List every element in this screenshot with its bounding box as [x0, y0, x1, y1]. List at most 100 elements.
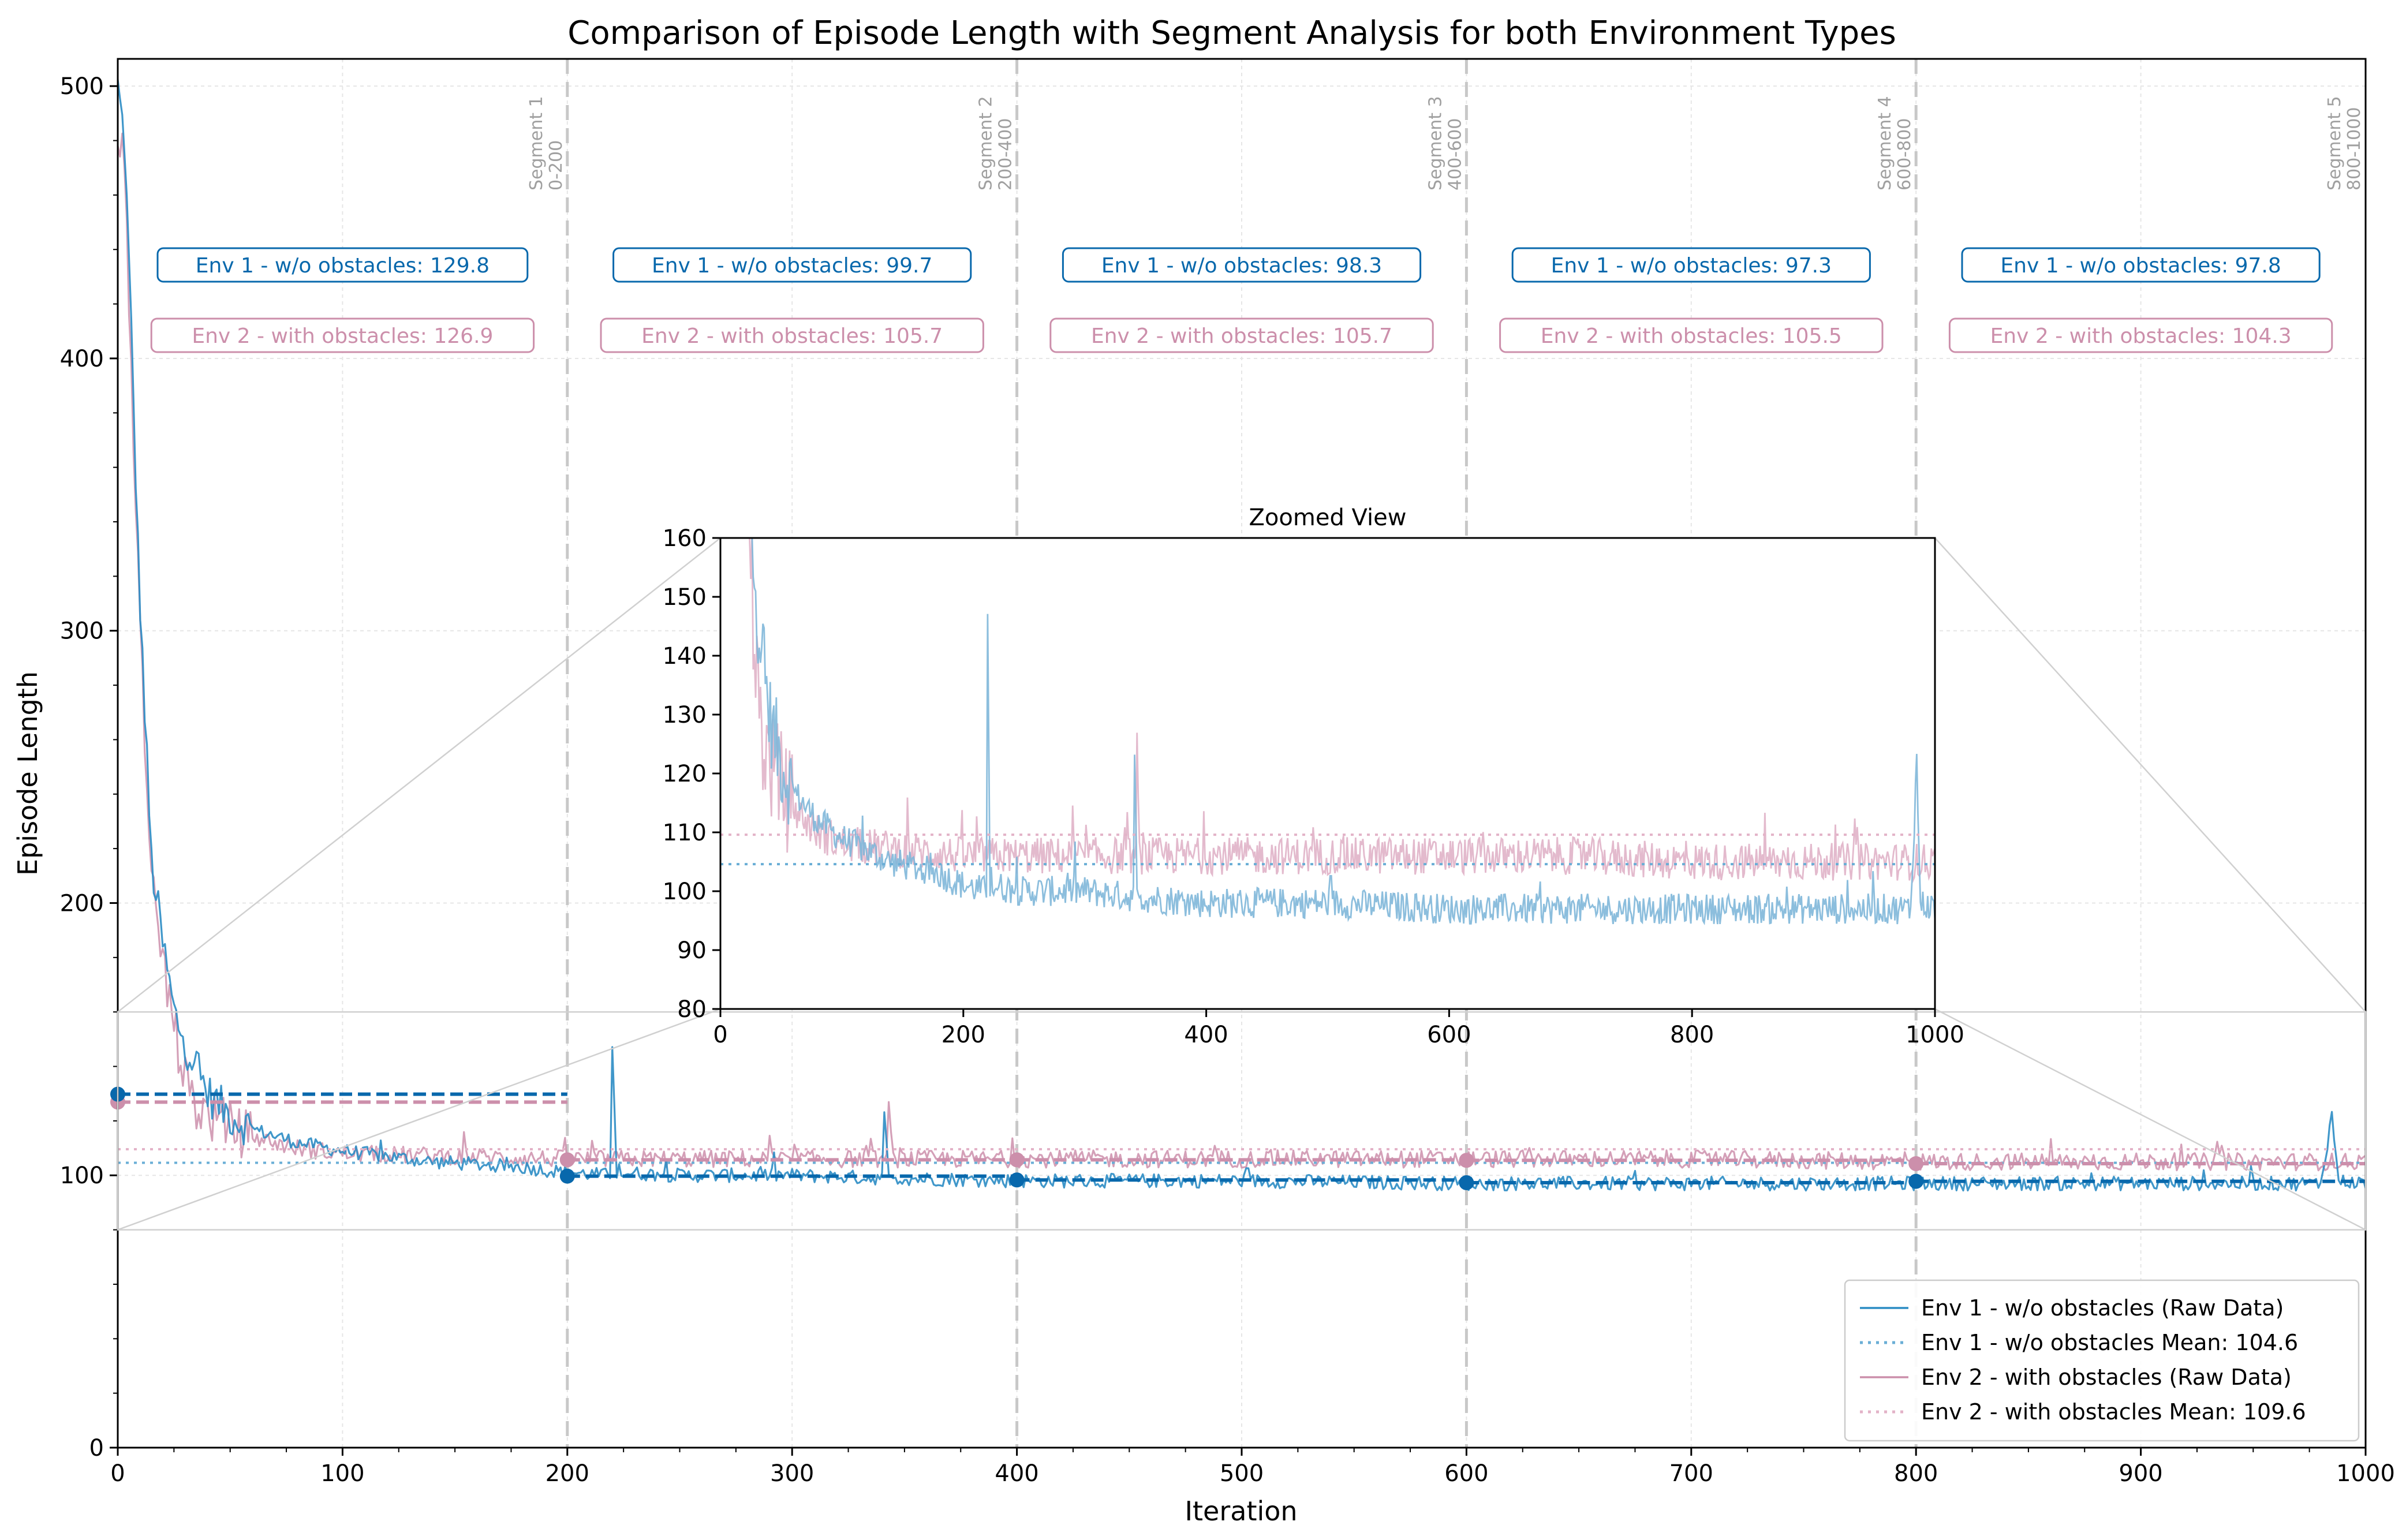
segment-mean-marker-env1 — [1459, 1175, 1474, 1190]
annotation-text: Env 1 - w/o obstacles: 98.3 — [1101, 254, 1382, 278]
inset-x-tick-label: 1000 — [1906, 1022, 1964, 1048]
y-tick-label: 0 — [89, 1435, 104, 1461]
legend-label: Env 1 - w/o obstacles Mean: 104.6 — [1921, 1330, 2298, 1355]
inset-y-tick-label: 100 — [663, 879, 707, 905]
inset-y-tick-label: 120 — [663, 761, 707, 787]
annotation-text: Env 1 - w/o obstacles: 129.8 — [196, 254, 490, 278]
legend-label: Env 2 - with obstacles Mean: 109.6 — [1921, 1399, 2306, 1425]
segment-annotation-env2: Env 2 - with obstacles: 105.5 — [1499, 317, 1884, 353]
segment-range: 400-600 — [1445, 118, 1465, 190]
segment-label: Segment 1 0-200 — [526, 96, 566, 190]
inset-series-env1 — [751, 538, 1935, 926]
x-tick-label: 100 — [320, 1460, 364, 1487]
legend-item: Env 2 - with obstacles Mean: 109.6 — [1860, 1399, 2306, 1425]
annotation-text: Env 2 - with obstacles: 105.7 — [641, 324, 943, 348]
inset-background — [720, 538, 1935, 1009]
series-line-env1 — [117, 79, 2367, 1192]
x-tick-label: 0 — [110, 1460, 125, 1487]
inset-title: Zoomed View — [1249, 504, 1407, 531]
annotation-box — [600, 317, 984, 353]
segment-annotation-env1: Env 1 - w/o obstacles: 129.8 — [156, 247, 529, 283]
inset-x-tick-label: 600 — [1427, 1022, 1471, 1048]
inset-x-tick-label: 800 — [1670, 1022, 1714, 1048]
segment-label: Segment 5 800-1000 — [2325, 96, 2364, 190]
y-tick-label: 100 — [60, 1163, 104, 1189]
annotation-box — [1511, 247, 1871, 283]
segment-annotation-env2: Env 2 - with obstacles: 126.9 — [150, 317, 535, 353]
segment-label: Segment 2 200-400 — [976, 96, 1016, 190]
segment-annotation-env1: Env 1 - w/o obstacles: 99.7 — [612, 247, 972, 283]
annotation-box — [1948, 317, 2333, 353]
segment-range: 600-800 — [1895, 118, 1915, 190]
annotation-text: Env 1 - w/o obstacles: 97.8 — [2000, 254, 2281, 278]
segment-mean-marker-env2 — [559, 1152, 575, 1168]
inset-y-tick-label: 150 — [663, 584, 707, 611]
segment-mean-marker-env1 — [559, 1168, 575, 1184]
annotation-text: Env 2 - with obstacles: 104.3 — [1990, 324, 2292, 348]
y-tick-label: 300 — [60, 618, 104, 645]
segment-mean-marker-env2 — [1009, 1152, 1025, 1168]
inset-x-tick-label: 200 — [942, 1022, 985, 1048]
zoom-connector — [1934, 1008, 2366, 1231]
inset-y-tick-label: 80 — [677, 996, 707, 1023]
x-tick-label: 800 — [1894, 1460, 1938, 1487]
segment-name: Segment 1 — [526, 96, 547, 190]
inset-y-tick-label: 110 — [663, 820, 707, 846]
inset-y-tick-label: 90 — [677, 937, 707, 964]
annotation-text: Env 1 - w/o obstacles: 97.3 — [1551, 254, 1832, 278]
legend-item: Env 1 - w/o obstacles Mean: 104.6 — [1860, 1330, 2298, 1355]
legend-label: Env 2 - with obstacles (Raw Data) — [1921, 1365, 2292, 1390]
segment-range: 800-1000 — [2344, 107, 2364, 190]
segment-annotation-env1: Env 1 - w/o obstacles: 97.3 — [1511, 247, 1871, 283]
x-tick-label: 1000 — [2336, 1460, 2395, 1487]
segment-mean-marker-env1 — [1908, 1173, 1924, 1189]
zoom-connector — [117, 537, 721, 1013]
inset-x-tick-label: 0 — [713, 1022, 727, 1048]
annotation-box — [1062, 247, 1422, 283]
segment-name: Segment 3 — [1425, 96, 1445, 190]
zoom-connector — [1934, 537, 2366, 1013]
chart-title: Comparison of Episode Length with Segmen… — [567, 14, 1896, 52]
segment-mean-marker-env2 — [1908, 1156, 1924, 1171]
segment-annotation-env1: Env 1 - w/o obstacles: 97.8 — [1961, 247, 2321, 283]
annotation-box — [1961, 247, 2321, 283]
inset-y-tick-label: 140 — [663, 643, 707, 670]
segment-name: Segment 2 — [976, 96, 996, 190]
annotation-box — [1049, 317, 1434, 353]
segment-mean-marker-env1 — [1009, 1172, 1025, 1188]
segment-name: Segment 5 — [2325, 96, 2345, 190]
zoom-region — [117, 1011, 2367, 1231]
zoom-connector — [117, 1008, 721, 1231]
inset-x-tick-label: 400 — [1184, 1022, 1228, 1048]
annotation-text: Env 2 - with obstacles: 126.9 — [192, 324, 493, 348]
y-tick-label: 200 — [60, 890, 104, 917]
segment-label: Segment 3 400-600 — [1425, 96, 1465, 190]
annotation-box — [1499, 317, 1884, 353]
annotation-text: Env 1 - w/o obstacles: 99.7 — [652, 254, 932, 278]
segment-range: 200-400 — [996, 118, 1016, 190]
segment-range: 0-200 — [546, 140, 566, 190]
series-line-env2 — [117, 132, 2366, 1172]
legend-item: Env 2 - with obstacles (Raw Data) — [1860, 1365, 2292, 1390]
segment-annotation-env1: Env 1 - w/o obstacles: 98.3 — [1062, 247, 1422, 283]
annotation-box — [612, 247, 972, 283]
x-axis-label: Iteration — [1185, 1496, 1297, 1527]
annotation-box — [156, 247, 529, 283]
legend-label: Env 1 - w/o obstacles (Raw Data) — [1921, 1295, 2284, 1321]
segment-annotation-env2: Env 2 - with obstacles: 105.7 — [1049, 317, 1434, 353]
x-tick-label: 300 — [770, 1460, 814, 1487]
inset-y-tick-label: 160 — [663, 525, 707, 552]
x-tick-label: 500 — [1220, 1460, 1264, 1487]
x-tick-label: 700 — [1669, 1460, 1713, 1487]
y-axis-label: Episode Length — [12, 671, 43, 876]
annotation-box — [150, 317, 535, 353]
y-tick-label: 500 — [60, 73, 104, 100]
x-tick-label: 400 — [995, 1460, 1038, 1487]
x-tick-label: 200 — [546, 1460, 589, 1487]
segment-annotation-env2: Env 2 - with obstacles: 104.3 — [1948, 317, 2333, 353]
legend-box — [1844, 1279, 2360, 1442]
annotation-text: Env 2 - with obstacles: 105.7 — [1091, 324, 1392, 348]
inset-y-tick-label: 130 — [663, 702, 707, 728]
segment-annotation-env2: Env 2 - with obstacles: 105.7 — [600, 317, 984, 353]
